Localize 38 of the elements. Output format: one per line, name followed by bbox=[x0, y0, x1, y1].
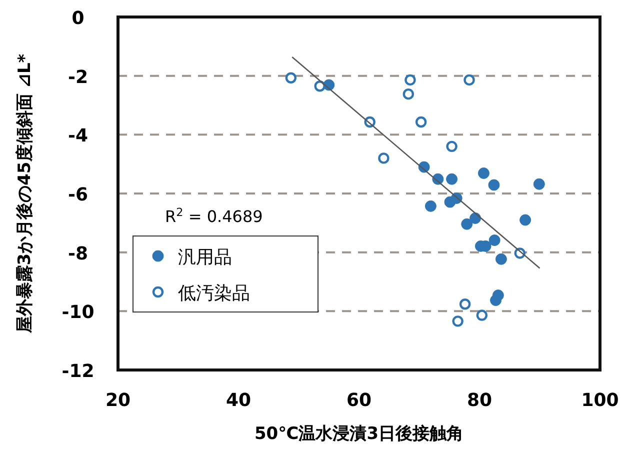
point bbox=[520, 214, 532, 226]
y-tick-label: -10 bbox=[62, 302, 94, 324]
point bbox=[378, 152, 390, 164]
point bbox=[404, 74, 416, 86]
point bbox=[314, 80, 326, 92]
point bbox=[452, 316, 464, 327]
point bbox=[478, 167, 490, 179]
y-tick-label: -12 bbox=[62, 361, 94, 382]
annotation: R$^{2}$ = 0.4689 bbox=[165, 206, 263, 226]
point bbox=[495, 253, 507, 265]
x-axis-title: 50℃温水浸漬3日後接触角 bbox=[254, 424, 464, 444]
point bbox=[464, 74, 475, 86]
y-tick-label: -8 bbox=[68, 243, 88, 264]
point bbox=[446, 140, 458, 152]
point bbox=[461, 218, 473, 230]
point bbox=[476, 310, 488, 321]
point bbox=[488, 234, 500, 246]
y-axis-title: 屋外暴露3か月後の45度傾斜面 ⊿L* bbox=[15, 54, 35, 334]
legend-label: 汎用品 bbox=[178, 247, 232, 268]
x-tick-label: 80 bbox=[466, 390, 492, 411]
point bbox=[415, 116, 427, 128]
point bbox=[459, 298, 471, 310]
point bbox=[488, 179, 500, 191]
x-tick-label: 60 bbox=[346, 390, 372, 411]
point bbox=[402, 88, 414, 100]
point bbox=[446, 173, 458, 185]
y-tick-label: -6 bbox=[68, 184, 88, 206]
point bbox=[424, 200, 436, 212]
x-tick-label: 20 bbox=[105, 390, 131, 411]
x-tick-label: 40 bbox=[226, 390, 252, 411]
point bbox=[492, 290, 504, 302]
y-tick-label: -2 bbox=[68, 66, 88, 88]
legend-label: 低汚染品 bbox=[178, 283, 250, 304]
point bbox=[285, 72, 297, 84]
y-tick-label: -4 bbox=[68, 126, 88, 147]
x-tick-label: 100 bbox=[581, 390, 619, 411]
y-tick-label: 0 bbox=[72, 8, 84, 29]
point bbox=[533, 178, 545, 190]
